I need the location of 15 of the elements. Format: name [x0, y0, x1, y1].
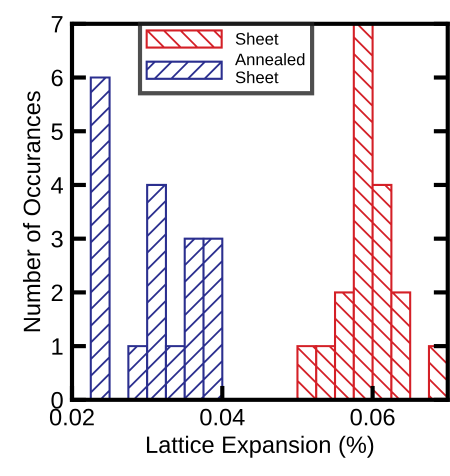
x-tick-label: 0.02 [50, 408, 94, 426]
y-tick-label: 3 [51, 230, 63, 248]
y-tick-label: 5 [51, 124, 63, 140]
x-axis-title: Lattice Expansion (%) [146, 436, 374, 458]
y-tick-label: 0 [51, 392, 63, 409]
y-axis-title: Number of Occurances [22, 91, 40, 332]
y-tick-label: 1 [52, 338, 63, 355]
x-tick-label: 0.04 [200, 408, 245, 426]
y-tick-label: 6 [52, 70, 63, 86]
legend-label: Sheet [236, 32, 278, 45]
y-tick-label: 7 [52, 16, 62, 32]
y-tick-label: 2 [52, 284, 62, 301]
x-tick-label: 0.06 [350, 408, 395, 426]
legend-label: Annealed Sheet [235, 53, 304, 84]
y-tick-label: 4 [51, 177, 63, 194]
